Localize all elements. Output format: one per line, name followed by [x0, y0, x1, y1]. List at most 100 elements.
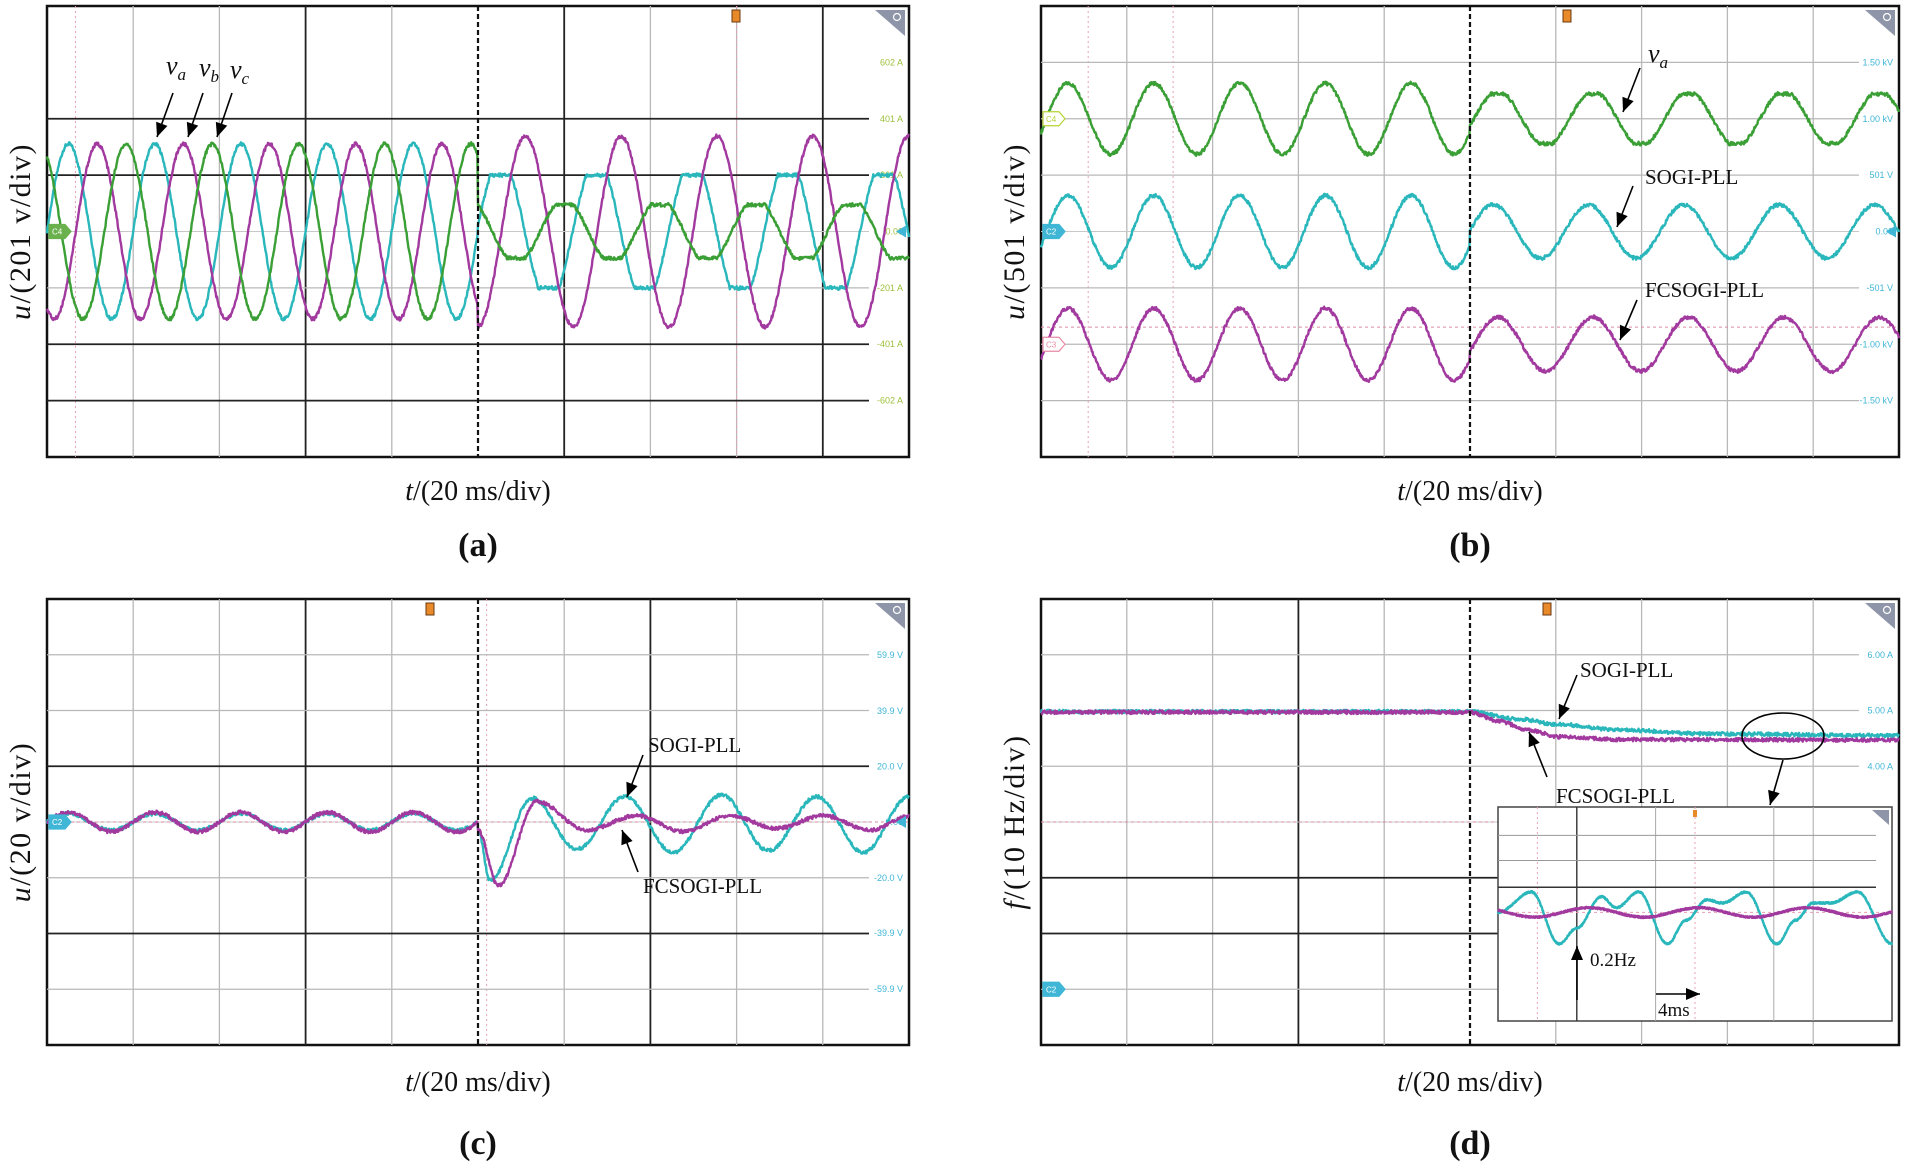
panel-c: 59.9 V39.9 V20.0 V0.00-20.0 V-39.9 V-59.… [4, 597, 911, 1162]
right-tick-label: 6.00 A [1867, 650, 1893, 660]
x-axis-label: t/(20 ms/div) [405, 476, 550, 507]
series-label-symbol: v [166, 51, 178, 80]
x-axis-symbol: t [405, 476, 414, 507]
arrowhead-icon [186, 121, 199, 137]
series-label: SOGI-PLL [648, 733, 741, 757]
right-tick-label: 1.50 kV [1862, 58, 1893, 68]
panel-label: (d) [1449, 1125, 1491, 1162]
series-label: va [166, 51, 186, 84]
y-axis-unit: /(10 Hz/div) [998, 734, 1031, 899]
channel-marker [1042, 981, 1066, 997]
x-axis-label: t/(20 ms/div) [1397, 1067, 1542, 1098]
channel-marker-label: C2 [1046, 985, 1057, 994]
panel-b: 1.50 kV 1.00 kV 501 V 0.00 -501 V -1.00 kV -1.… [998, 4, 1901, 564]
x-axis-symbol: t [1397, 1067, 1406, 1098]
y-axis-unit: /(20 v/div) [4, 742, 37, 886]
offset-arrow-icon [896, 225, 906, 238]
zoom-corner-icon [875, 10, 905, 36]
right-tick-label: -201 A [877, 283, 903, 293]
channel-marker-label: C2 [1046, 228, 1057, 237]
right-tick-label: 602 A [880, 58, 903, 68]
series-label: SOGI-PLL [1580, 658, 1673, 682]
arrowhead-icon [156, 121, 168, 137]
channel-marker [1042, 336, 1066, 352]
magnifier-icon [892, 605, 902, 615]
y-axis-symbol: u [4, 304, 37, 321]
arrowhead-icon [1686, 988, 1700, 1000]
channel-marker-label: C2 [52, 818, 63, 827]
right-tick-label: 5.00 A [1867, 706, 1893, 716]
panel-b-trace-va [1039, 80, 1901, 157]
channel-marker-label: C4 [52, 228, 63, 237]
series-label-symbol: v [1648, 39, 1660, 68]
right-tick-label: -59.9 V [874, 984, 903, 994]
x-axis-symbol: t [405, 1067, 414, 1098]
series-label-symbol: v [199, 53, 211, 82]
arrowhead-icon [215, 121, 228, 137]
zoom-corner-icon [1865, 603, 1895, 629]
x-axis-unit: /(20 ms/div) [413, 476, 551, 507]
x-axis-unit: /(20 ms/div) [413, 1067, 551, 1098]
panel-c-trace-fcsogi-pll [46, 798, 910, 888]
y-axis-unit: /(201 v/div) [4, 143, 37, 304]
right-tick-label: -39.9 V [874, 928, 903, 938]
offset-arrow-icon [1886, 225, 1896, 238]
channel-marker [48, 814, 72, 830]
arrowhead-icon [626, 781, 638, 797]
trigger-marker-icon [1542, 602, 1552, 616]
right-tick-label: -20.0 V [874, 873, 903, 883]
y-axis-symbol: f [998, 898, 1031, 910]
channel-marker-label: C4 [1046, 115, 1057, 124]
inset-label-4ms: 4ms [1658, 1000, 1690, 1021]
arrowhead-icon [621, 830, 633, 846]
x-axis-unit: /(20 ms/div) [1405, 1067, 1543, 1098]
right-tick-label: -401 A [877, 339, 903, 349]
series-label-symbol: v [230, 55, 242, 84]
arrowhead-icon [1571, 946, 1583, 960]
arrowhead-icon [1622, 96, 1634, 112]
series-label: FCSOGI-PLL [643, 874, 762, 898]
inset-trigger-marker-icon [1693, 810, 1697, 817]
right-tick-label: -1.00 kV [1859, 339, 1893, 349]
y-axis-symbol: u [4, 886, 37, 903]
zoom-corner-icon [1865, 10, 1895, 36]
y-axis-label: u/(201 v/div) [4, 143, 37, 320]
channel-marker [1042, 111, 1066, 127]
channel-marker-label: C3 [1046, 340, 1057, 349]
channel-marker [48, 223, 72, 240]
series-label: vb [199, 53, 219, 86]
inset-trace-fcsogi-pll [1497, 905, 1893, 920]
right-tick-label: -501 V [1866, 283, 1893, 293]
y-axis-unit: /(501 v/div) [998, 143, 1031, 304]
panel-d: 6.00 A5.00 A4.00 AC2SOGI-PLLFCSOGI-PLL0.… [998, 597, 1901, 1162]
y-axis-symbol: u [998, 304, 1031, 321]
right-tick-label: 4.00 A [1867, 761, 1893, 771]
series-label: SOGI-PLL [1645, 165, 1738, 189]
series-label: va [1648, 39, 1668, 72]
y-axis-label: u/(501 v/div) [998, 143, 1031, 320]
inset-label-0-2hz: 0.2Hz [1590, 950, 1636, 971]
right-tick-label: 20.0 V [877, 761, 903, 771]
right-tick-label: 1.00 kV [1862, 114, 1893, 124]
inset-chart: 0.2Hz 4ms [1496, 806, 1894, 1022]
right-tick-label: -1.50 kV [1859, 395, 1893, 405]
inset-trace-sogi-pll [1496, 889, 1894, 946]
y-axis-label: u/(20 v/div) [4, 742, 37, 903]
panel-a-trace-vc [45, 141, 910, 322]
arrowhead-icon [1768, 789, 1780, 805]
offset-arrow-icon [896, 816, 906, 828]
x-axis-label: t/(20 ms/div) [405, 1067, 550, 1098]
panel-label: (c) [459, 1125, 497, 1162]
y-axis-label: f/(10 Hz/div) [998, 734, 1031, 909]
series-label: FCSOGI-PLL [1556, 784, 1675, 808]
series-label-subscript: a [178, 65, 187, 84]
channel-marker [1042, 223, 1066, 240]
magnifier-icon [1882, 12, 1892, 22]
right-tick-label: 0.00 [885, 227, 903, 237]
series-label: FCSOGI-PLL [1645, 278, 1764, 302]
arrowhead-icon [1558, 703, 1570, 719]
right-tick-label: 0.00 [1875, 227, 1893, 237]
magnifier-icon [1882, 605, 1892, 615]
